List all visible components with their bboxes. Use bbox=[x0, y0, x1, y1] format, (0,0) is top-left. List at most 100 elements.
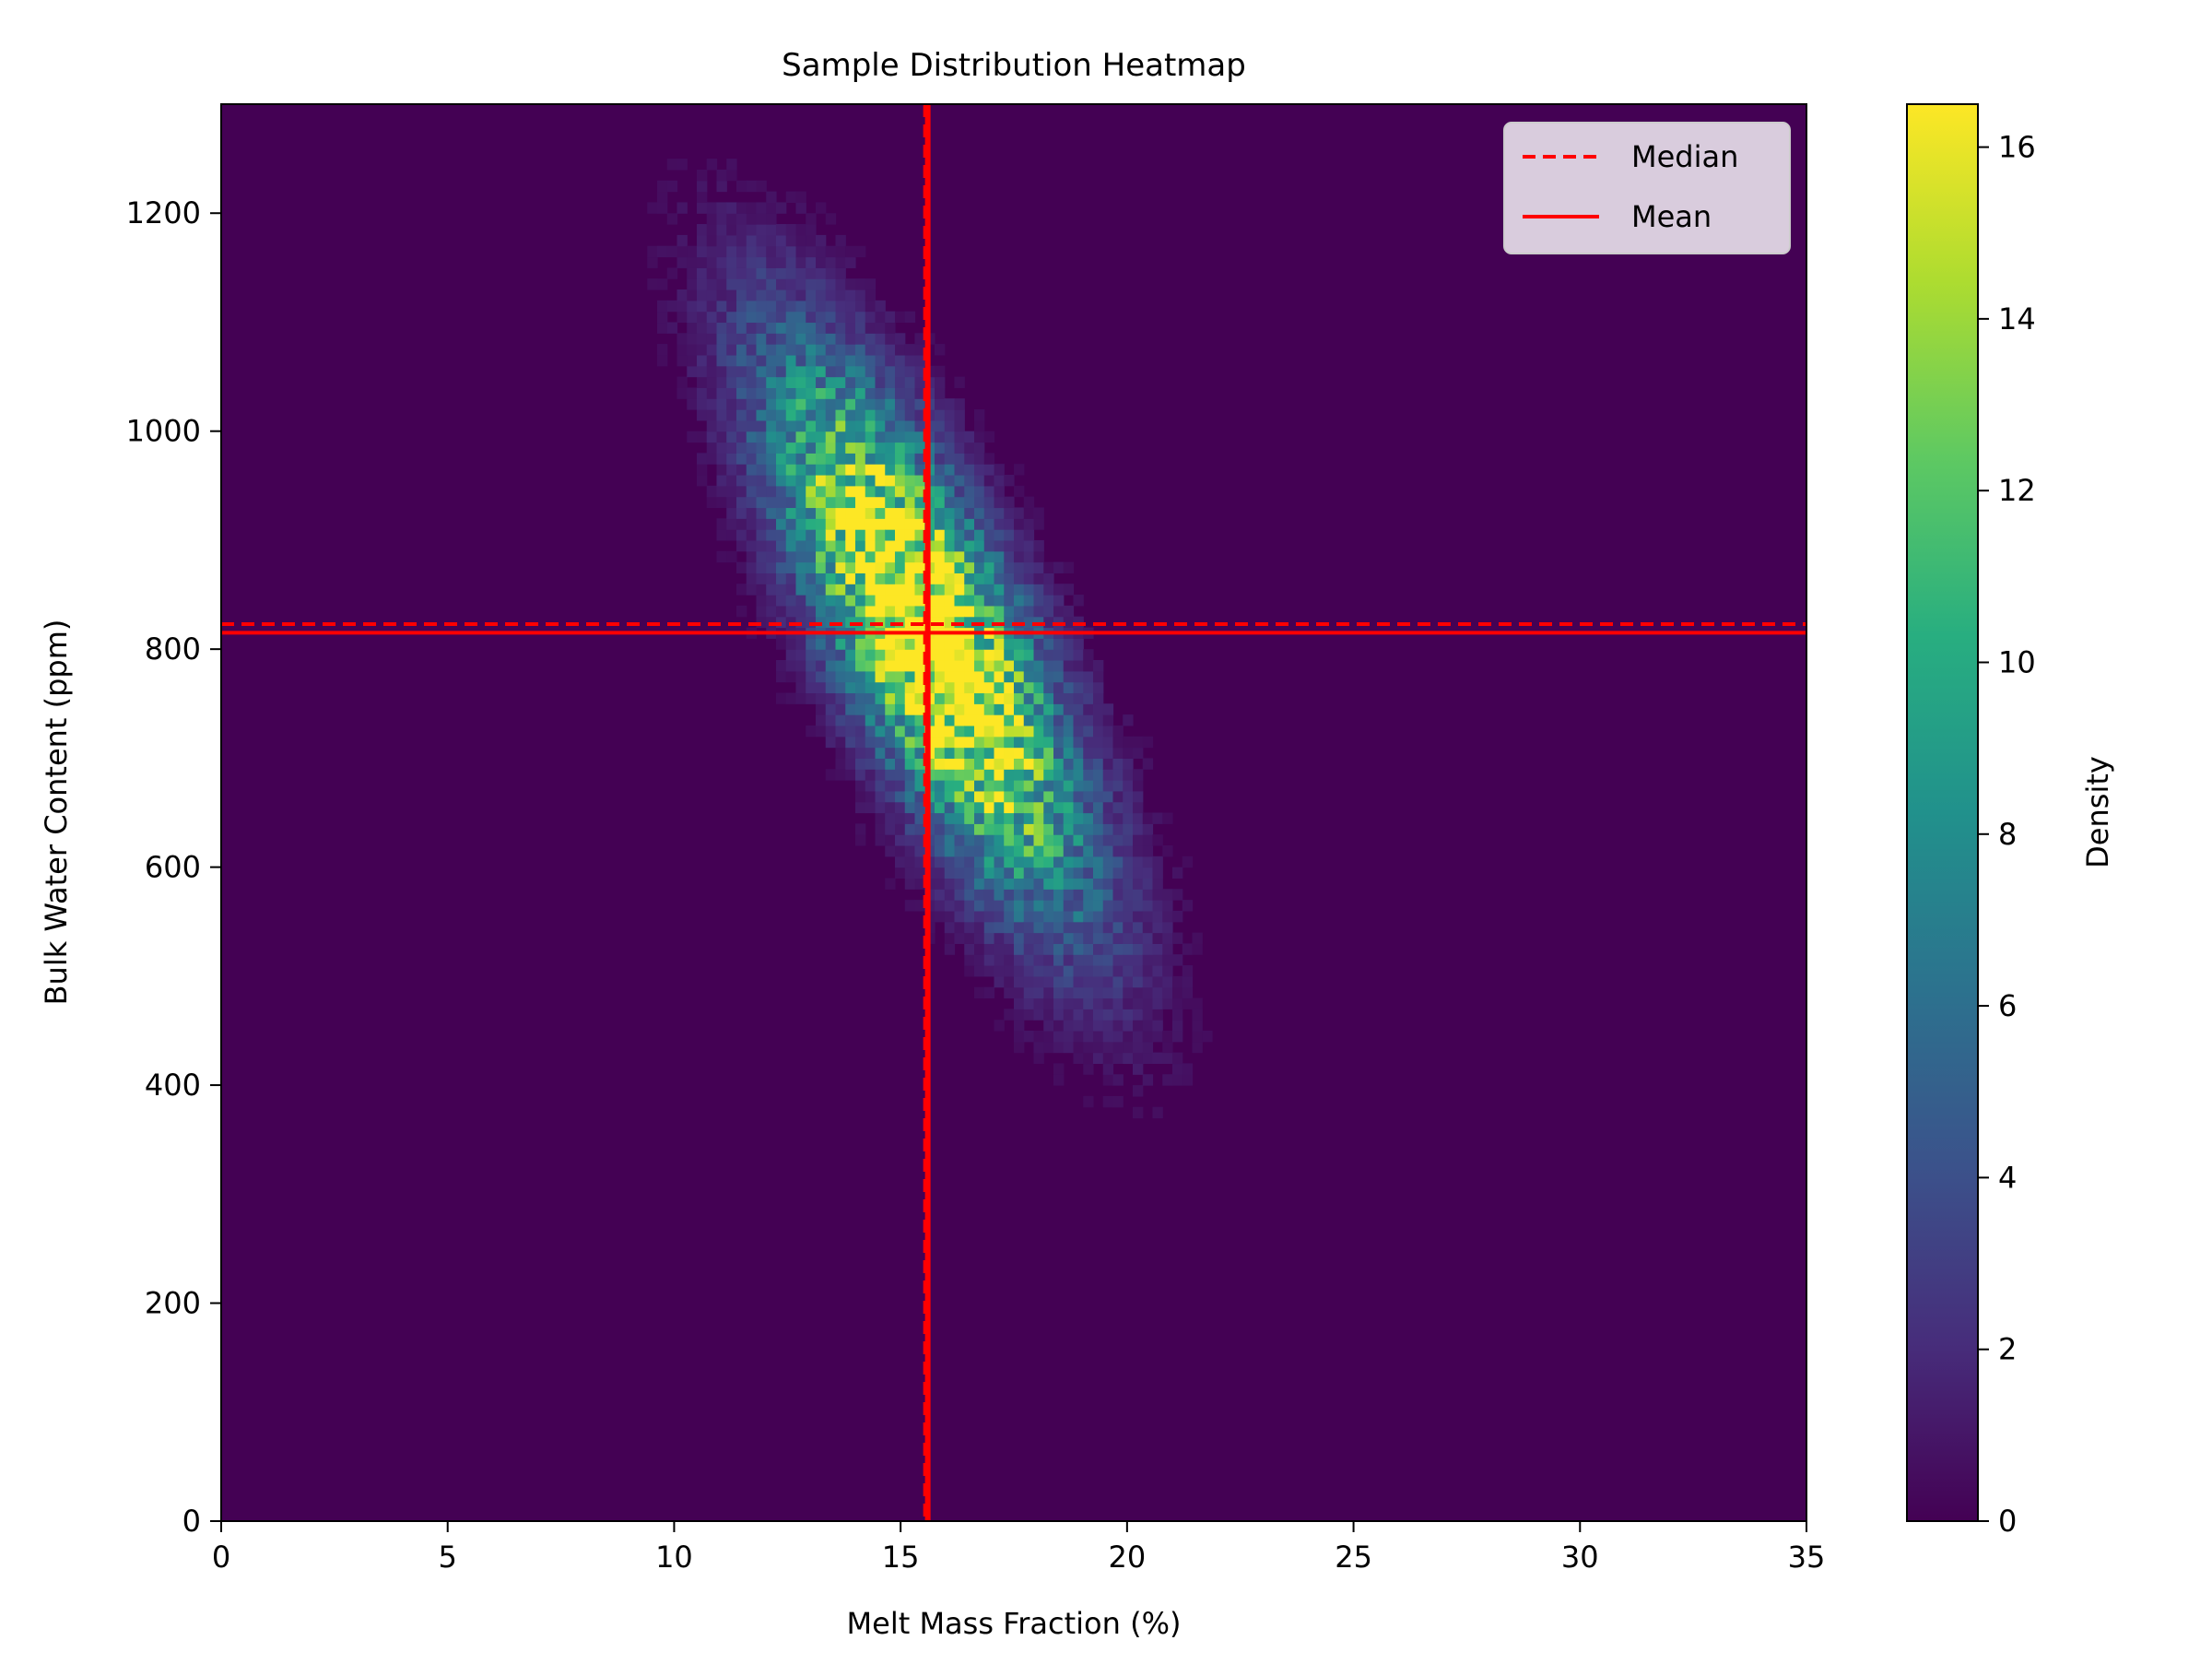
heatmap-cell bbox=[736, 409, 747, 421]
heatmap-cell bbox=[904, 725, 916, 738]
heatmap-cell bbox=[1053, 1063, 1065, 1075]
heatmap-cell bbox=[1004, 638, 1015, 650]
heatmap-cell bbox=[1202, 1030, 1213, 1043]
heatmap-cell bbox=[1093, 714, 1104, 726]
heatmap-cell bbox=[1133, 1106, 1144, 1119]
heatmap-cell bbox=[1172, 1030, 1183, 1043]
heatmap-cell bbox=[875, 474, 886, 487]
heatmap-cell bbox=[816, 474, 827, 487]
heatmap-cell bbox=[895, 572, 906, 584]
heatmap-cell bbox=[1053, 649, 1065, 661]
heatmap-cell bbox=[795, 234, 806, 247]
heatmap-cell bbox=[1093, 812, 1104, 824]
heatmap-cell bbox=[983, 986, 995, 999]
heatmap-cell bbox=[1142, 844, 1154, 857]
heatmap-cell bbox=[1053, 965, 1065, 977]
heatmap-cell bbox=[895, 769, 906, 781]
heatmap-cell bbox=[904, 703, 916, 715]
heatmap-cell bbox=[1073, 595, 1084, 607]
heatmap-cell bbox=[1083, 790, 1094, 803]
heatmap-cell bbox=[1152, 856, 1163, 868]
heatmap-cell bbox=[865, 409, 877, 421]
heatmap-cell bbox=[994, 670, 1005, 683]
heatmap-cell bbox=[697, 333, 708, 345]
heatmap-cell bbox=[914, 539, 925, 552]
heatmap-cell bbox=[885, 561, 896, 573]
heatmap-cell bbox=[795, 398, 806, 410]
heatmap-cell bbox=[1014, 1030, 1025, 1043]
heatmap-cell bbox=[974, 561, 985, 573]
heatmap-cell bbox=[895, 561, 906, 573]
heatmap-cell bbox=[865, 725, 877, 738]
heatmap-cell bbox=[855, 823, 866, 835]
heatmap-cell bbox=[944, 703, 956, 715]
heatmap-cell bbox=[1033, 758, 1044, 770]
heatmap-cell bbox=[1093, 878, 1104, 890]
heatmap-cell bbox=[904, 638, 916, 650]
heatmap-cell bbox=[865, 289, 877, 301]
heatmap-cell bbox=[865, 453, 877, 465]
heatmap-cell bbox=[1004, 900, 1015, 912]
heatmap-cell bbox=[1033, 943, 1044, 955]
heatmap-cell bbox=[1083, 670, 1094, 683]
heatmap-cell bbox=[806, 387, 817, 399]
heatmap-cell bbox=[746, 213, 758, 225]
heatmap-cell bbox=[1093, 844, 1104, 857]
x-tick-label: 5 bbox=[439, 1540, 457, 1575]
heatmap-cell bbox=[1102, 932, 1114, 944]
heatmap-cell bbox=[885, 344, 896, 356]
heatmap-cell bbox=[1004, 867, 1015, 879]
heatmap-cell bbox=[835, 659, 846, 672]
heatmap-cell bbox=[1053, 986, 1065, 999]
heatmap-cell bbox=[1112, 1074, 1124, 1086]
heatmap-cell bbox=[845, 311, 856, 324]
heatmap-cell bbox=[1004, 616, 1015, 629]
heatmap-cell bbox=[1043, 921, 1054, 934]
heatmap-cell bbox=[816, 539, 827, 552]
heatmap-cell bbox=[865, 485, 877, 498]
heatmap-cell bbox=[677, 202, 688, 214]
heatmap-cell bbox=[1004, 714, 1015, 726]
heatmap-cell bbox=[935, 387, 946, 399]
heatmap-cell bbox=[994, 790, 1005, 803]
heatmap-cell bbox=[816, 659, 827, 672]
heatmap-cell bbox=[964, 725, 975, 738]
heatmap-cell bbox=[885, 725, 896, 738]
heatmap-cell bbox=[1033, 965, 1044, 977]
heatmap-cell bbox=[904, 387, 916, 399]
heatmap-cell bbox=[904, 539, 916, 552]
heatmap-cell bbox=[885, 681, 896, 694]
heatmap-cell bbox=[1063, 921, 1075, 934]
heatmap-cell bbox=[1112, 1009, 1124, 1021]
heatmap-cell bbox=[1004, 507, 1015, 519]
heatmap-cell bbox=[657, 202, 668, 214]
heatmap-cell bbox=[865, 278, 877, 290]
heatmap-cell bbox=[785, 387, 797, 399]
heatmap-cell bbox=[825, 267, 837, 279]
heatmap-cell bbox=[904, 354, 916, 367]
heatmap-cell bbox=[736, 464, 747, 476]
heatmap-cell bbox=[697, 256, 708, 268]
heatmap-cell bbox=[706, 354, 718, 367]
heatmap-cell bbox=[935, 485, 946, 498]
heatmap-cell bbox=[1033, 790, 1044, 803]
heatmap-cell bbox=[855, 398, 866, 410]
heatmap-cell bbox=[726, 485, 737, 498]
heatmap-cell bbox=[885, 801, 896, 814]
heatmap-cell bbox=[825, 376, 837, 388]
heatmap-cell bbox=[914, 605, 925, 618]
colorbar-tick-label: 10 bbox=[1998, 644, 2036, 679]
heatmap-cell bbox=[974, 539, 985, 552]
heatmap-cell bbox=[904, 518, 916, 530]
heatmap-cell bbox=[716, 256, 727, 268]
heatmap-cell bbox=[1043, 900, 1054, 912]
heatmap-cell bbox=[935, 649, 946, 661]
heatmap-cell bbox=[954, 474, 965, 487]
heatmap-cell bbox=[1004, 474, 1015, 487]
heatmap-cell bbox=[885, 714, 896, 726]
heatmap-cell bbox=[697, 224, 708, 236]
heatmap-cell bbox=[904, 344, 916, 356]
heatmap-cell bbox=[1033, 572, 1044, 584]
heatmap-cell bbox=[1053, 659, 1065, 672]
heatmap-cell bbox=[964, 834, 975, 846]
